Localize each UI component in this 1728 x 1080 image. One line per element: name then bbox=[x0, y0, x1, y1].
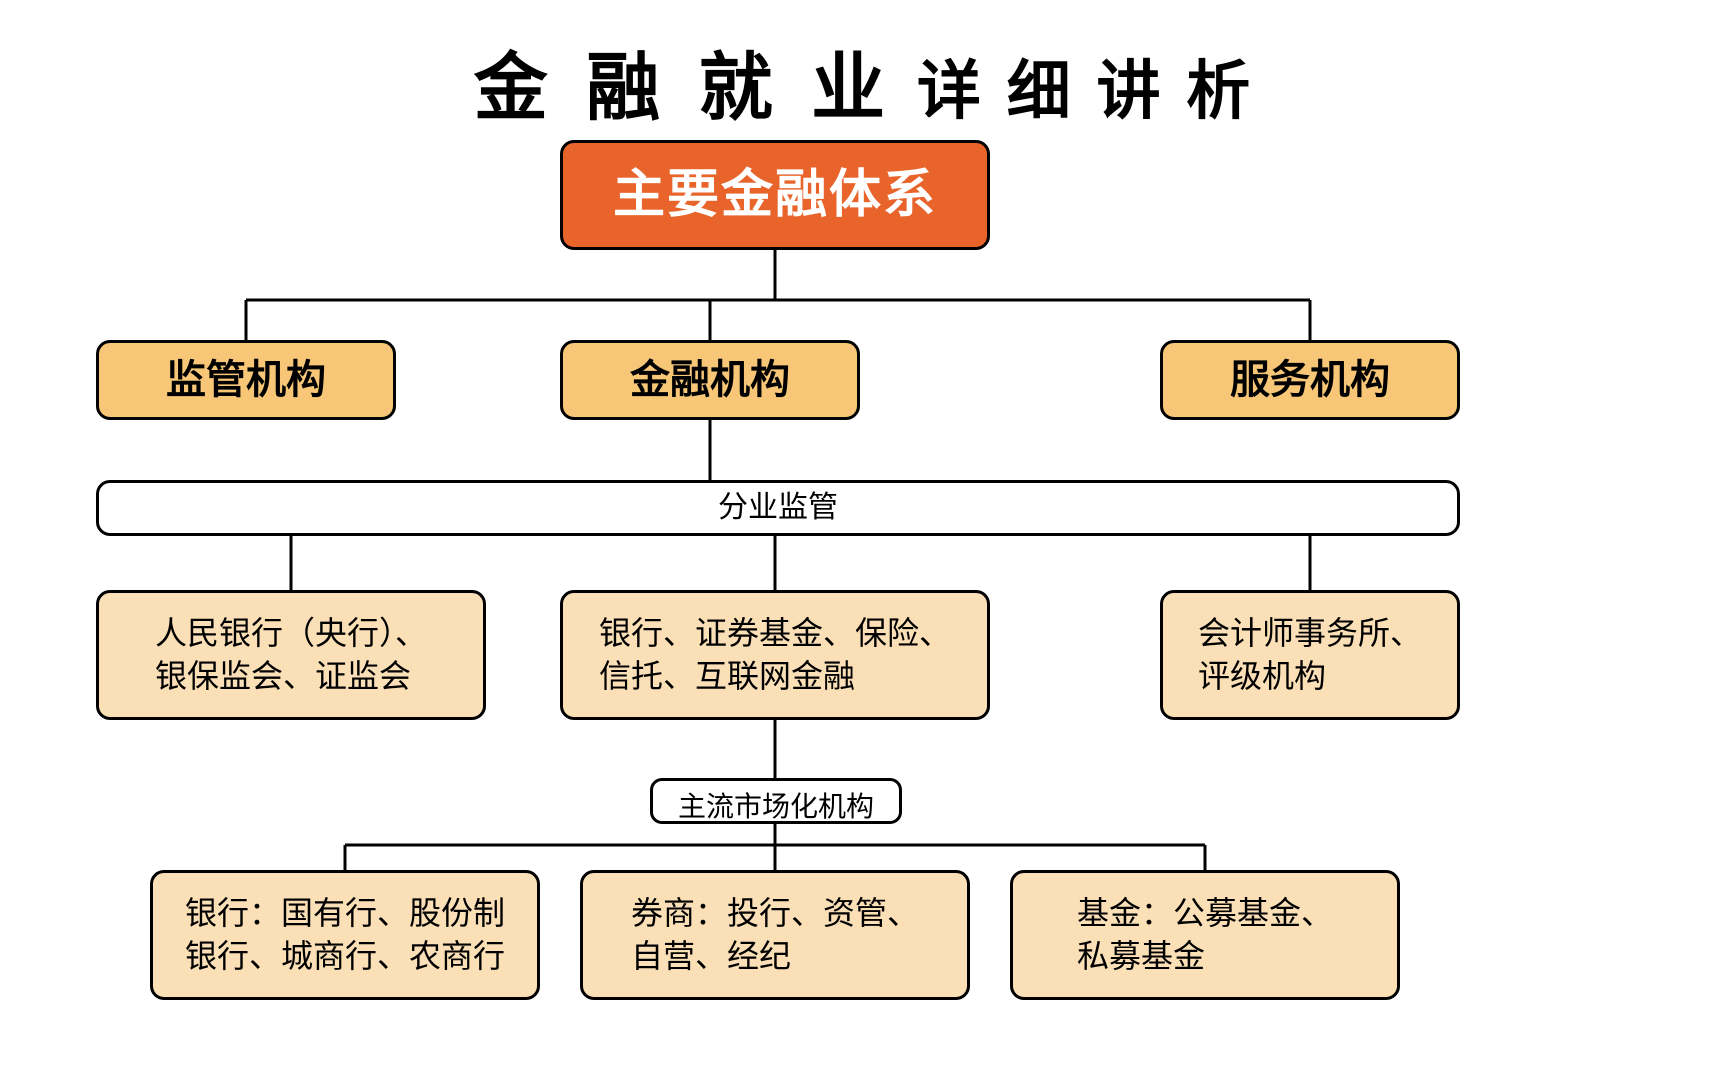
node-sub-bank-label: 银行：国有行、股份制 银行、城商行、农商行 bbox=[185, 892, 505, 978]
node-cat-regulator: 监管机构 bbox=[96, 340, 396, 420]
node-split-supervision-label: 分业监管 bbox=[718, 488, 838, 529]
node-sub-fund: 基金：公募基金、 私募基金 bbox=[1010, 870, 1400, 1000]
node-sub-bank: 银行：国有行、股份制 银行、城商行、农商行 bbox=[150, 870, 540, 1000]
node-leaf-service: 会计师事务所、 评级机构 bbox=[1160, 590, 1460, 720]
node-cat-financial: 金融机构 bbox=[560, 340, 860, 420]
page-title: 金 融 就 业 详 细 讲 析 bbox=[474, 28, 1255, 135]
node-sublabel-mainstream: 主流市场化机构 bbox=[650, 778, 902, 824]
node-root-label: 主要金融体系 bbox=[613, 160, 937, 230]
node-sublabel-mainstream-label: 主流市场化机构 bbox=[678, 791, 874, 822]
title-brush: 金 融 就 业 bbox=[474, 48, 896, 130]
node-sub-securities-label: 券商：投行、资管、 自营、经纪 bbox=[631, 892, 919, 978]
node-cat-regulator-label: 监管机构 bbox=[166, 353, 326, 407]
node-root: 主要金融体系 bbox=[560, 140, 990, 250]
node-leaf-regulator-label: 人民银行（央行）、 银保监会、证监会 bbox=[155, 612, 427, 698]
node-cat-service-label: 服务机构 bbox=[1230, 353, 1390, 407]
node-leaf-financial-label: 银行、证券基金、保险、 信托、互联网金融 bbox=[599, 612, 951, 698]
title-plain: 详 细 讲 析 bbox=[895, 55, 1254, 127]
node-cat-financial-label: 金融机构 bbox=[630, 353, 790, 407]
node-leaf-service-label: 会计师事务所、 评级机构 bbox=[1198, 612, 1422, 698]
node-leaf-financial: 银行、证券基金、保险、 信托、互联网金融 bbox=[560, 590, 990, 720]
node-sub-securities: 券商：投行、资管、 自营、经纪 bbox=[580, 870, 970, 1000]
node-sub-fund-label: 基金：公募基金、 私募基金 bbox=[1077, 892, 1333, 978]
node-cat-service: 服务机构 bbox=[1160, 340, 1460, 420]
node-leaf-regulator: 人民银行（央行）、 银保监会、证监会 bbox=[96, 590, 486, 720]
node-split-supervision: 分业监管 bbox=[96, 480, 1460, 536]
